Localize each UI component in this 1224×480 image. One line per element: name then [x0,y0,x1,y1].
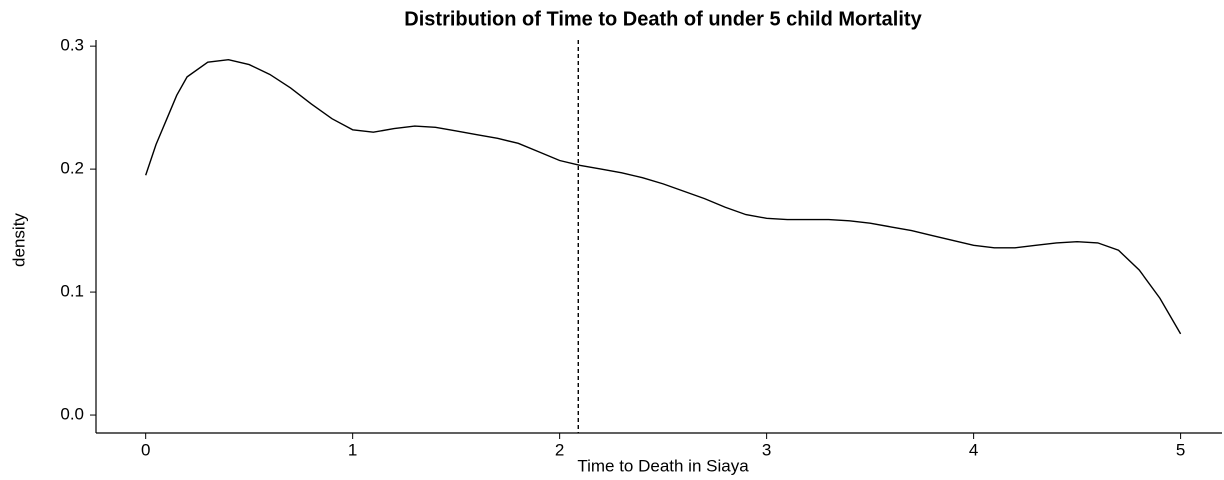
x-tick-label: 2 [555,440,564,459]
x-axis-label: Time to Death in Siaya [577,456,749,475]
y-tick-label: 0.0 [60,405,84,424]
y-axis-label: density [9,213,28,267]
x-tick-label: 1 [348,440,357,459]
density-line [145,58,1182,335]
x-tick-label: 3 [762,440,771,459]
x-tick-label: 4 [969,440,978,459]
x-tick-label: 5 [1176,440,1185,459]
chart-title: Distribution of Time to Death of under 5… [404,8,922,30]
y-tick-label: 0.2 [60,159,84,178]
y-tick-label: 0.3 [60,36,84,55]
y-tick-label: 0.1 [60,282,84,301]
x-tick-label: 0 [141,440,150,459]
